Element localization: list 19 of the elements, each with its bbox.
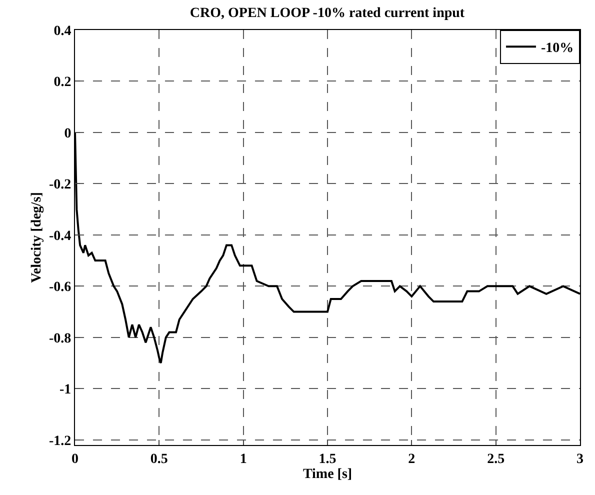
y-tick-label: -1.2 [49,434,72,449]
y-tick-label: -0.8 [49,331,72,346]
x-axis-title: Time [s] [302,467,352,482]
y-tick-label: 0.2 [54,75,72,90]
x-tick-label: 1 [240,452,247,467]
x-tick-label: 2 [408,452,416,467]
y-tick-label: 0 [64,126,72,142]
x-tick-label: 1.5 [318,452,336,467]
y-tick-label: -0.6 [49,280,72,296]
y-tick-label: -1 [60,382,72,398]
chart-title: CRO, OPEN LOOP -10% rated current input [190,6,465,22]
legend-label: -10% [541,41,574,56]
x-tick-label: 2.5 [487,452,505,467]
y-tick-label: -0.4 [49,228,72,244]
x-tick-label: 0.5 [150,452,168,467]
y-tick-label: -0.2 [49,178,72,193]
y-axis-title: Velocity [deg/s] [30,192,45,283]
y-tick-label: 0.4 [54,24,72,39]
x-tick-label: 3 [576,452,584,467]
